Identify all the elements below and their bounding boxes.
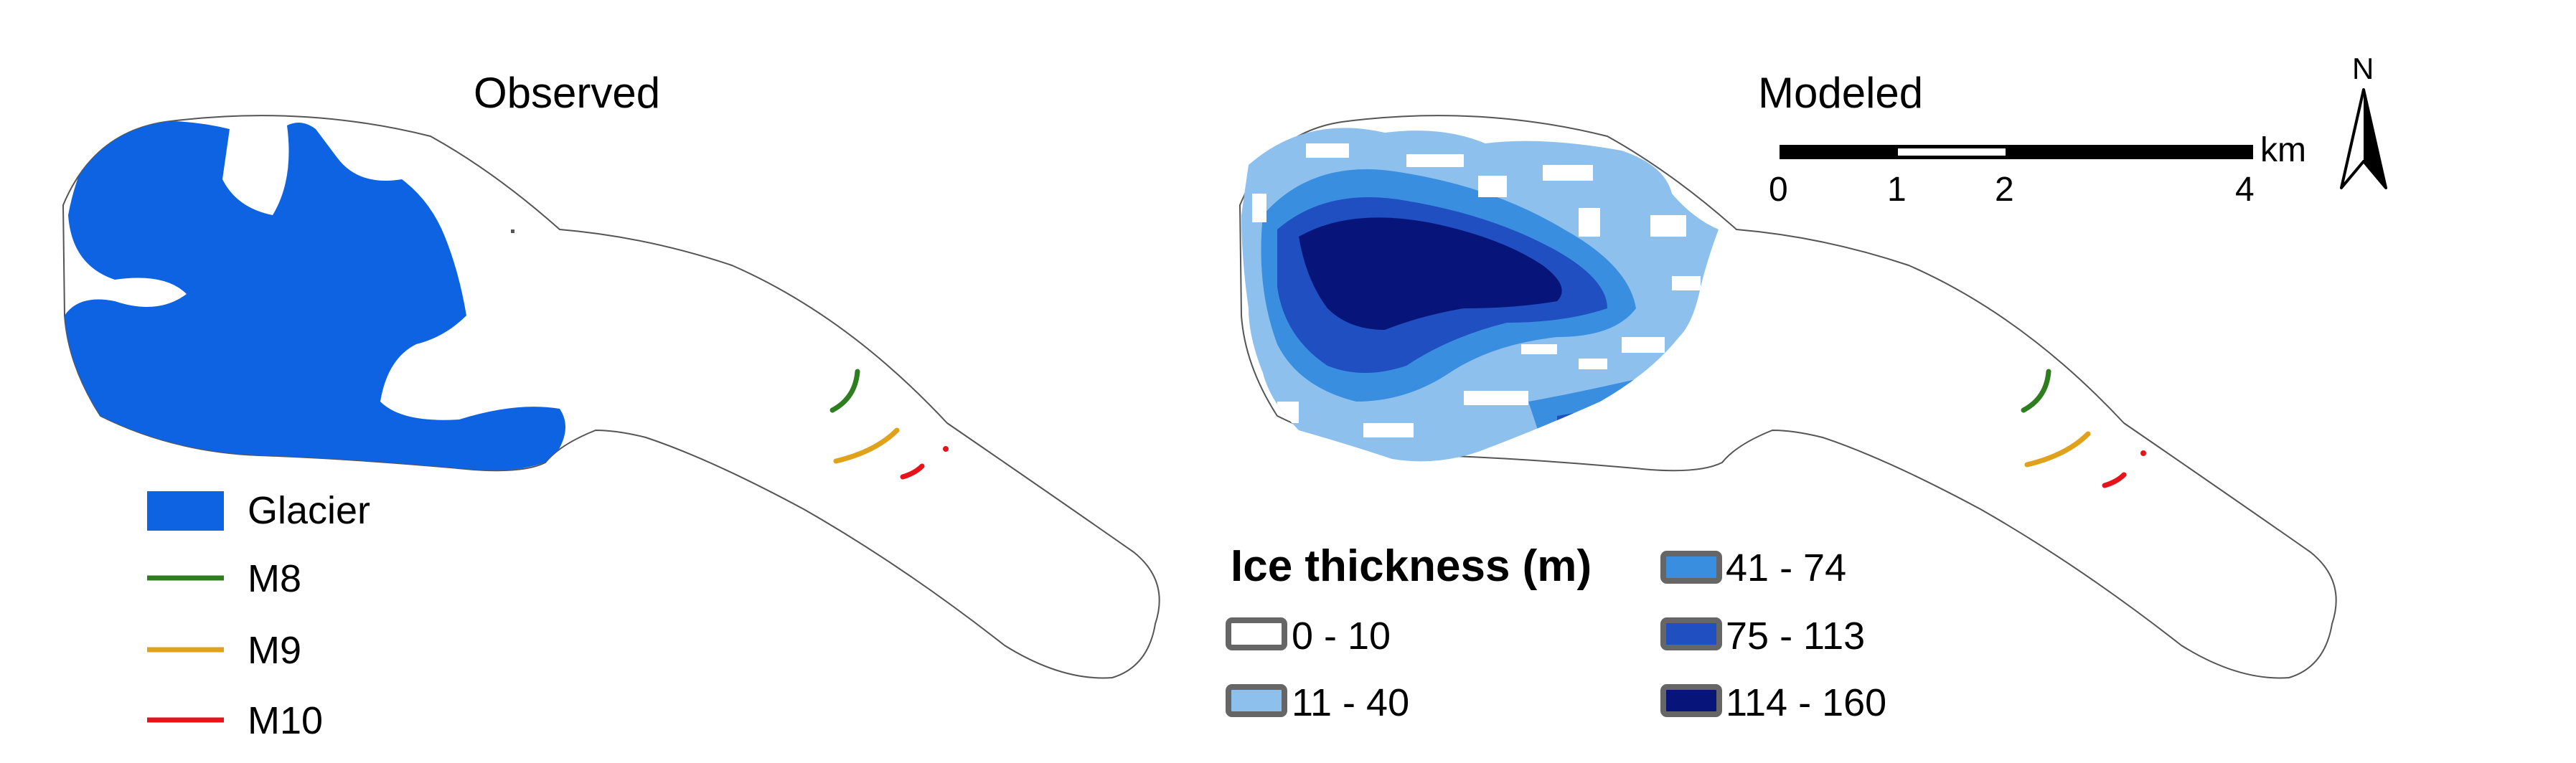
thickness-label-0-10: 0 - 10: [1292, 615, 1391, 658]
thickness-swatch-75-113: [1660, 617, 1722, 650]
observed-moraine-m9: [833, 427, 900, 464]
thickness-label-114-160: 114 - 160: [1726, 681, 1886, 724]
scale-bar-segment: [1898, 148, 2006, 156]
modeled-valley-outline: [1238, 115, 2337, 679]
scale-tick-1: 1: [1887, 171, 1907, 209]
modeled-panel: Modeled: [1226, 52, 2387, 724]
legend-glacier-label: Glacier: [248, 489, 370, 532]
thickness-legend: Ice thickness (m) 0 - 10 11 - 40 41 - 74…: [1226, 541, 1886, 724]
observed-glacier-layer: [65, 120, 565, 471]
thickness-label-75-113: 75 - 113: [1726, 615, 1865, 658]
scale-tick-2: 2: [1995, 171, 2014, 209]
north-arrow-label: N: [2352, 52, 2374, 85]
thickness-class-114-160: [1299, 217, 1562, 330]
scale-bar-body: [1780, 145, 2253, 159]
observed-valley-outline: [62, 115, 1160, 679]
modeled-moraine-m8: [2021, 369, 2051, 413]
scale-unit: km: [2260, 131, 2306, 169]
thickness-swatch-0-10: [1226, 617, 1287, 650]
legend-m9-label: M9: [248, 629, 301, 672]
legend-glacier-swatch: [147, 491, 224, 531]
thickness-class-0-10: [1252, 143, 1701, 437]
thickness-label-41-74: 41 - 74: [1726, 546, 1846, 589]
scale-tick-0: 0: [1769, 171, 1788, 209]
thickness-label-11-40: 11 - 40: [1292, 681, 1409, 724]
observed-moraine-m10-b: [943, 446, 949, 452]
observed-title: Observed: [474, 69, 660, 117]
observed-moraine-m8: [829, 369, 860, 413]
modeled-moraine-m10-a: [2102, 472, 2127, 488]
modeled-title: Modeled: [1758, 69, 1923, 117]
modeled-moraine-m10-b: [2140, 450, 2146, 456]
thickness-swatch-11-40: [1226, 684, 1287, 717]
thickness-legend-title: Ice thickness (m): [1231, 541, 1592, 591]
observed-moraine-m10-a: [900, 463, 925, 480]
observed-panel: Observed Glacier M8 M9 M10: [62, 69, 1160, 742]
observed-glacier-area: [65, 120, 565, 471]
scale-bar: 0 1 2 4 km: [1769, 131, 2306, 209]
thickness-swatch-114-160: [1660, 684, 1722, 717]
observed-legend: Glacier M8 M9 M10: [147, 489, 370, 742]
observed-point-marker: [511, 229, 514, 233]
modeled-thickness-layer: [1241, 128, 1719, 462]
scale-tick-4: 4: [2235, 171, 2255, 209]
legend-m10-label: M10: [248, 699, 323, 742]
legend-m8-label: M8: [248, 557, 301, 600]
modeled-moraine-m9: [2024, 431, 2091, 468]
north-arrow-icon: N: [2340, 52, 2387, 189]
thickness-swatch-41-74: [1660, 551, 1722, 584]
